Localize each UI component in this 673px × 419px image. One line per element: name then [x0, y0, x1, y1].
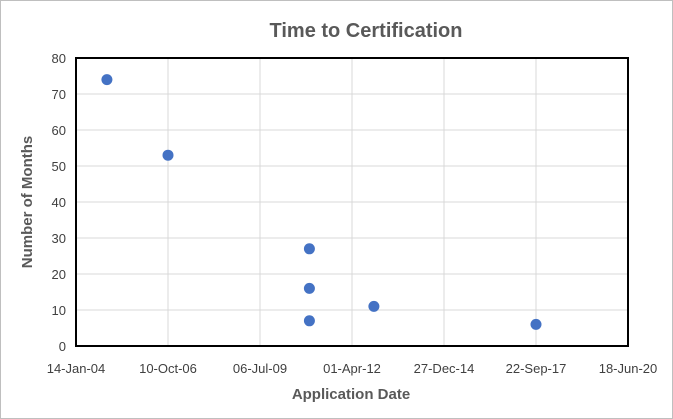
data-point [530, 318, 542, 330]
data-point [303, 315, 315, 327]
plot-area [75, 57, 629, 347]
data-point [368, 300, 380, 312]
y-tick-label: 70 [52, 87, 66, 102]
data-point [101, 74, 113, 86]
x-tick-label: 10-Oct-06 [139, 361, 197, 376]
x-tick-label: 18-Jun-20 [599, 361, 658, 376]
data-point [303, 243, 315, 255]
y-tick-label: 20 [52, 267, 66, 282]
y-tick-label: 40 [52, 195, 66, 210]
chart-title: Time to Certification [270, 20, 463, 42]
y-tick-label: 60 [52, 123, 66, 138]
y-tick-label: 10 [52, 303, 66, 318]
y-tick-label: 50 [52, 159, 66, 174]
data-points [101, 74, 542, 330]
x-axis-label: Application Date [292, 386, 410, 403]
x-tick-label: 14-Jan-04 [47, 361, 106, 376]
x-axis-ticks: 14-Jan-04 10-Oct-06 06-Jul-09 01-Apr-12 27-D… [47, 361, 658, 376]
x-tick-label: 01-Apr-12 [323, 361, 381, 376]
data-point [162, 149, 174, 161]
gridlines [76, 58, 628, 346]
y-tick-label: 80 [52, 51, 66, 66]
data-point [303, 282, 315, 294]
y-axis-label: Number of Months [19, 136, 36, 269]
y-tick-label: 0 [59, 339, 66, 354]
x-tick-label: 22-Sep-17 [506, 361, 567, 376]
x-tick-label: 27-Dec-14 [414, 361, 475, 376]
x-tick-label: 06-Jul-09 [233, 361, 287, 376]
y-axis-ticks: 0 10 20 30 40 50 60 70 80 [52, 51, 66, 354]
y-tick-label: 30 [52, 231, 66, 246]
